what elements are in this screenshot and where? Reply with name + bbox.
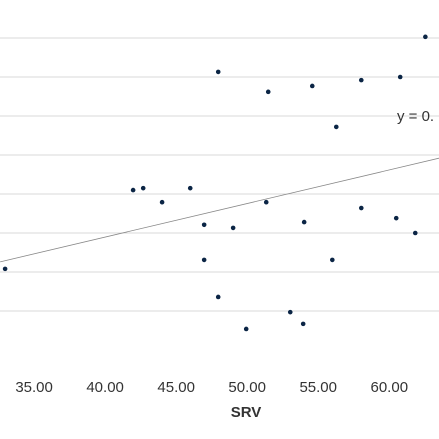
point bbox=[215, 294, 221, 300]
point bbox=[140, 185, 146, 191]
point bbox=[333, 124, 339, 130]
point bbox=[201, 222, 207, 228]
point bbox=[187, 185, 193, 191]
point bbox=[263, 199, 269, 205]
point bbox=[265, 89, 271, 95]
point bbox=[412, 230, 418, 236]
point bbox=[397, 74, 403, 80]
point bbox=[358, 77, 364, 83]
point bbox=[358, 205, 364, 211]
x-tick-label: 45.00 bbox=[157, 379, 195, 396]
point bbox=[2, 266, 8, 272]
point bbox=[300, 321, 306, 327]
trendline-equation: y = 0. bbox=[397, 108, 434, 125]
point bbox=[130, 187, 136, 193]
point bbox=[423, 34, 428, 40]
trendline bbox=[0, 157, 439, 263]
x-tick-label: 60.00 bbox=[371, 379, 409, 396]
x-tick-label: 40.00 bbox=[86, 379, 124, 396]
point bbox=[159, 199, 165, 205]
point bbox=[243, 326, 249, 332]
x-tick-label: 55.00 bbox=[299, 379, 337, 396]
point bbox=[215, 69, 221, 75]
point bbox=[301, 219, 307, 225]
point bbox=[230, 225, 236, 231]
point bbox=[287, 309, 293, 315]
point bbox=[330, 257, 335, 263]
x-tick-label: 50.00 bbox=[228, 379, 266, 396]
point bbox=[201, 257, 207, 263]
x-tick-label: 35.00 bbox=[15, 379, 53, 396]
x-axis-label: SRV bbox=[231, 404, 262, 421]
point bbox=[393, 215, 399, 221]
point bbox=[309, 83, 315, 89]
